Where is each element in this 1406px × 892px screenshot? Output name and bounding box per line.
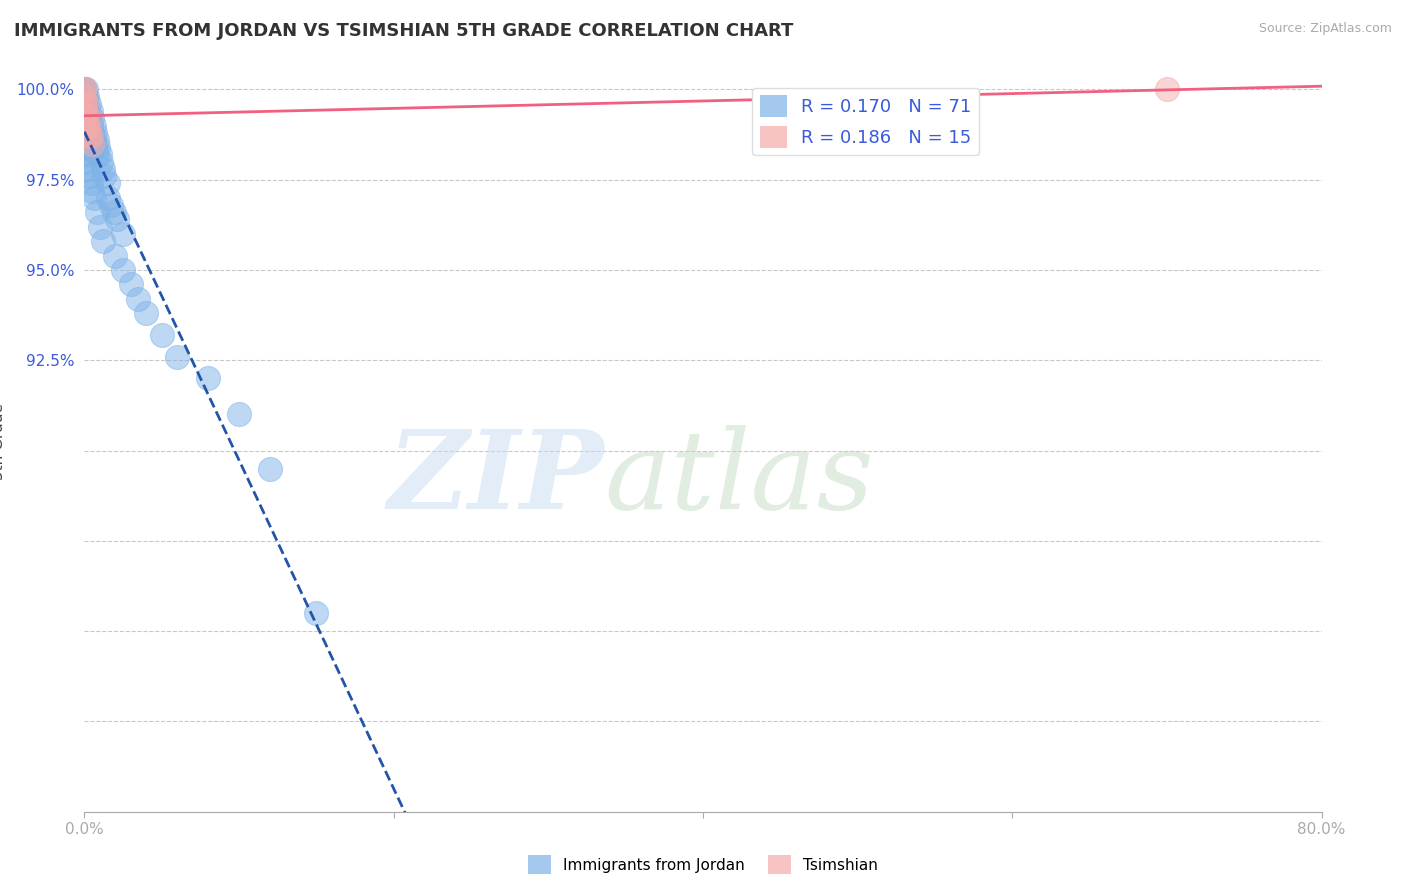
Point [86, 205, 108, 219]
Text: atlas: atlas [605, 425, 873, 533]
Point [96, 191, 118, 205]
Point [77, 129, 100, 144]
Point [91, 161, 114, 176]
Point [84, 140, 107, 154]
Point [73, 100, 96, 114]
Point [76, 140, 98, 154]
Point [79, 119, 101, 133]
Point [73, 119, 96, 133]
Point [112, 263, 135, 277]
Point [73, 89, 96, 103]
Point [73, 140, 96, 154]
Point [103, 205, 125, 219]
Point [75, 89, 97, 103]
Point [75, 119, 97, 133]
Point [112, 227, 135, 241]
Point [105, 212, 128, 227]
Point [89, 147, 111, 161]
Point [79, 177, 101, 191]
Point [83, 133, 105, 147]
Point [75, 96, 97, 111]
Point [79, 147, 101, 161]
Point [75, 108, 97, 122]
Point [73, 108, 96, 122]
Point [77, 126, 100, 140]
Point [73, 82, 96, 96]
Point [73, 108, 96, 122]
Point [73, 82, 96, 96]
Point [82, 184, 104, 198]
Point [73, 112, 96, 126]
Point [77, 112, 100, 126]
Point [83, 191, 105, 205]
Point [75, 126, 97, 140]
Text: IMMIGRANTS FROM JORDAN VS TSIMSHIAN 5TH GRADE CORRELATION CHART: IMMIGRANTS FROM JORDAN VS TSIMSHIAN 5TH … [14, 22, 793, 40]
Y-axis label: 5th Grade: 5th Grade [0, 403, 6, 480]
Point [86, 133, 108, 147]
Point [259, 461, 281, 475]
Point [305, 606, 328, 620]
Point [73, 154, 96, 169]
Point [75, 100, 97, 114]
Point [82, 140, 104, 154]
Point [76, 112, 98, 126]
Point [76, 89, 98, 103]
Point [79, 133, 101, 147]
Point [96, 177, 118, 191]
Point [87, 140, 110, 154]
Point [76, 119, 98, 133]
Point [73, 93, 96, 107]
Point [73, 82, 96, 96]
Point [79, 129, 101, 144]
Point [120, 277, 142, 292]
Point [73, 96, 96, 111]
Point [75, 82, 97, 96]
Legend: Immigrants from Jordan, Tsimshian: Immigrants from Jordan, Tsimshian [522, 849, 884, 880]
Point [84, 126, 107, 140]
Point [82, 136, 104, 151]
Point [76, 161, 98, 176]
Point [104, 248, 127, 262]
Point [75, 147, 97, 161]
Point [76, 136, 98, 151]
Point [90, 154, 112, 169]
Point [166, 350, 188, 364]
Point [228, 408, 250, 422]
Legend: R = 0.170   N = 71, R = 0.186   N = 15: R = 0.170 N = 71, R = 0.186 N = 15 [752, 87, 979, 155]
Point [73, 82, 96, 96]
Point [1156, 82, 1178, 96]
Point [150, 328, 173, 343]
Point [73, 82, 96, 96]
Point [75, 133, 97, 147]
Point [77, 96, 100, 111]
Point [82, 126, 104, 140]
Point [127, 292, 149, 306]
Point [73, 126, 96, 140]
Point [79, 104, 101, 119]
Point [86, 147, 108, 161]
Point [89, 219, 111, 234]
Point [83, 119, 105, 133]
Point [76, 126, 98, 140]
Point [76, 108, 98, 122]
Point [197, 371, 219, 385]
Text: Source: ZipAtlas.com: Source: ZipAtlas.com [1258, 22, 1392, 36]
Point [73, 82, 96, 96]
Point [82, 112, 104, 126]
Point [91, 234, 114, 248]
Text: ZIP: ZIP [388, 425, 605, 533]
Point [93, 169, 115, 183]
Point [135, 306, 157, 320]
Point [77, 119, 100, 133]
Point [77, 140, 100, 154]
Point [76, 100, 98, 114]
Point [75, 112, 97, 126]
Point [77, 169, 100, 183]
Point [100, 198, 122, 212]
